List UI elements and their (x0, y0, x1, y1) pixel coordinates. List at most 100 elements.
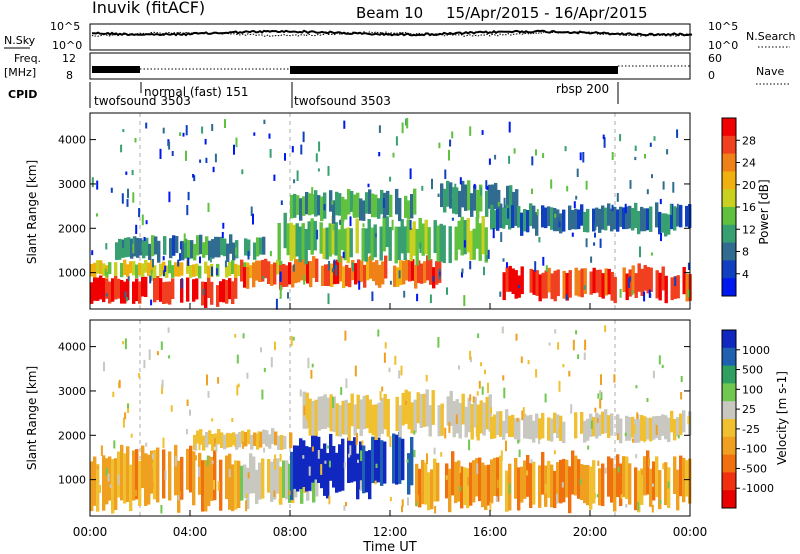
heatmap-cell (334, 222, 338, 256)
scatter-cell (310, 369, 313, 379)
heatmap-cell (350, 440, 354, 483)
scatter-cell (406, 117, 409, 129)
heatmap-cell (437, 405, 441, 437)
scatter-cell (653, 136, 656, 141)
heatmap-cell (211, 239, 215, 259)
heatmap-cell (273, 262, 277, 285)
heatmap-cell (312, 256, 316, 278)
nsky-tick-top: 10^5 (50, 20, 80, 33)
scatter-cell (305, 419, 308, 430)
heatmap-cell (317, 396, 321, 431)
scatter-cell (345, 378, 348, 389)
scatter-cell (587, 445, 590, 450)
heatmap-cell (488, 184, 492, 209)
heatmap-cell (262, 236, 266, 255)
x-tick-label: 16:00 (473, 525, 508, 539)
heatmap-cell (256, 237, 260, 257)
scatter-cell (349, 216, 352, 227)
scatter-cell (302, 455, 305, 459)
scatter-cell (300, 144, 303, 155)
scatter-cell (398, 370, 401, 379)
scatter-cell (234, 436, 237, 447)
scatter-cell (536, 209, 539, 216)
heatmap-cell (622, 267, 626, 292)
heatmap-cell (365, 451, 369, 493)
heatmap-cell (517, 467, 521, 511)
scatter-cell (481, 130, 484, 135)
heatmap-cell (268, 434, 272, 449)
scatter-cell (515, 333, 518, 341)
heatmap-cell (108, 281, 112, 304)
heatmap-cell (274, 431, 278, 446)
scatter-cell (687, 262, 690, 270)
scatter-cell (451, 217, 454, 221)
scatter-cell (117, 474, 120, 485)
heatmap-cell (330, 263, 334, 287)
heatmap-cell (246, 267, 250, 289)
heatmap-cell (288, 463, 292, 503)
heatmap-cell (219, 281, 223, 302)
power-y-ticks: 1000 2000 3000 4000 (58, 134, 690, 280)
heatmap-cell (130, 238, 134, 259)
heatmap-cell (159, 278, 163, 302)
heatmap-cell (93, 456, 97, 506)
scatter-cell (455, 236, 458, 244)
scatter-cell (378, 125, 381, 133)
heatmap-cell (464, 406, 468, 438)
heatmap-cell (592, 460, 596, 504)
heatmap-cell (625, 456, 629, 500)
heatmap-cell (448, 226, 452, 264)
heatmap-cell (127, 237, 131, 257)
scatter-cell (677, 435, 680, 439)
scatter-cell (573, 201, 576, 209)
scatter-cell (179, 253, 181, 261)
scatter-cell (275, 298, 278, 310)
heatmap-cell (293, 193, 297, 218)
scatter-cell (648, 457, 650, 467)
heatmap-cell (259, 431, 263, 448)
heatmap-cell (619, 206, 623, 227)
scatter-cell (311, 363, 314, 368)
heatmap-cell (141, 263, 145, 277)
scatter-cell (192, 174, 195, 178)
scatter-cell (444, 169, 447, 179)
heatmap-cell (163, 236, 167, 255)
heatmap-cell (285, 460, 289, 500)
heatmap-cell (353, 437, 357, 482)
heatmap-cell (423, 261, 427, 283)
heatmap-cell (262, 429, 266, 444)
heatmap-cell (490, 416, 494, 439)
nsky-tick-bottom: 10^0 (52, 39, 82, 52)
scatter-cell (593, 493, 596, 499)
scatter-cell (246, 372, 249, 379)
colorbar-tick-label: 25 (742, 403, 756, 416)
heatmap-cell (401, 438, 405, 481)
heatmap-cell (277, 222, 281, 261)
heatmap-cell (141, 275, 145, 297)
heatmap-cell (139, 238, 143, 256)
heatmap-cell (628, 205, 632, 229)
scatter-cell (263, 447, 266, 453)
scatter-cell (333, 259, 336, 270)
heatmap-cell (205, 236, 209, 256)
heatmap-cell (461, 180, 465, 208)
heatmap-cell (419, 394, 423, 428)
heatmap-cell (670, 203, 674, 230)
scatter-cell (378, 152, 381, 157)
heatmap-cell (359, 198, 363, 221)
scatter-cell (327, 293, 330, 305)
heatmap-cell (377, 437, 381, 483)
scatter-cell (109, 484, 112, 488)
heatmap-cell (228, 278, 232, 300)
scatter-cell (375, 463, 378, 468)
heatmap-cell (111, 278, 115, 302)
heatmap-cell (237, 264, 241, 276)
heatmap-cell (667, 417, 671, 443)
heatmap-cell (601, 205, 605, 230)
heatmap-cell (532, 205, 536, 229)
heatmap-cell (226, 432, 230, 448)
heatmap-cell (222, 279, 226, 303)
scatter-cell (205, 157, 208, 163)
heatmap-cell (305, 446, 309, 492)
heatmap-cell (586, 465, 590, 506)
